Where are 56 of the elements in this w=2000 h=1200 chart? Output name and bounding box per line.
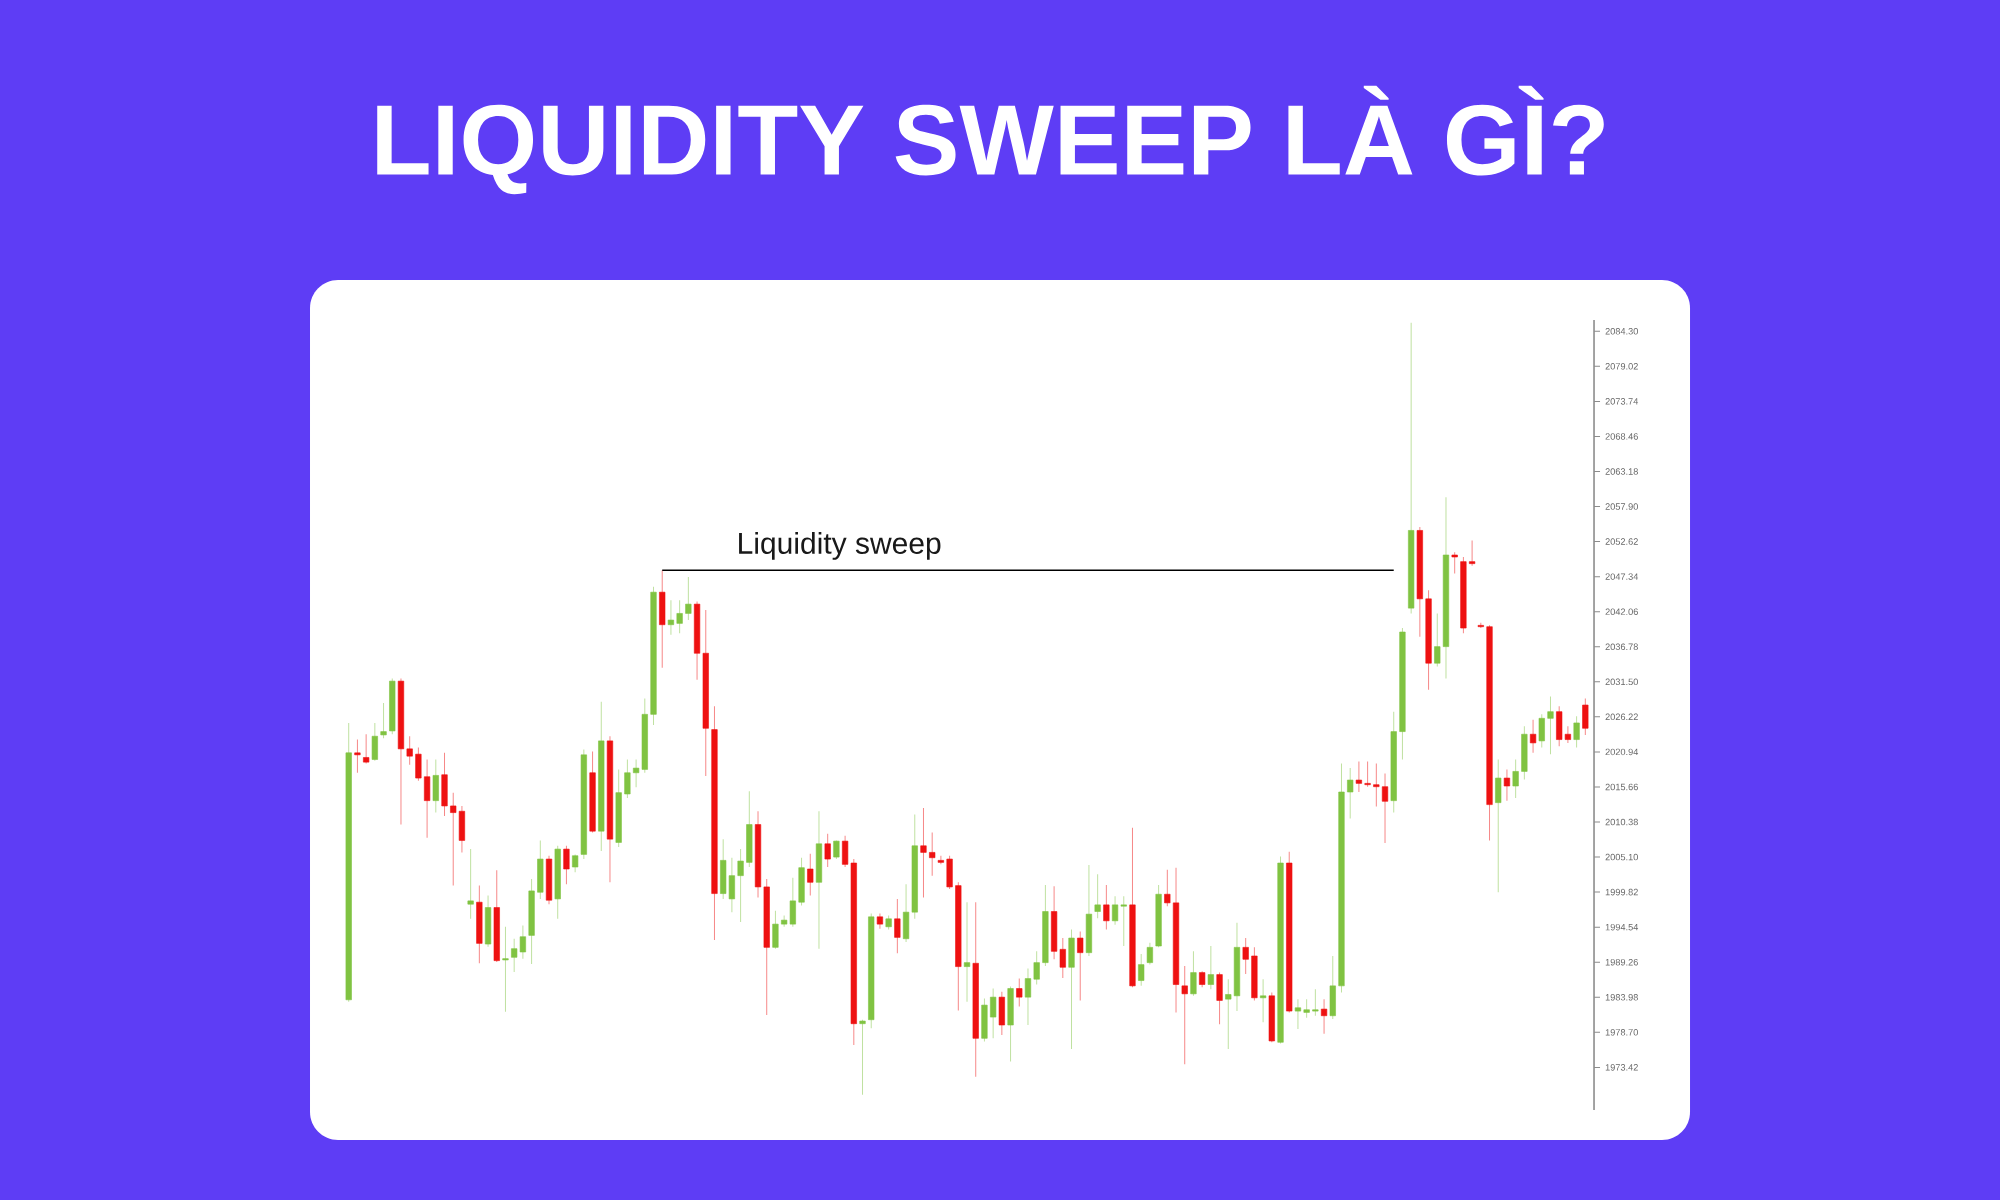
candlestick — [1207, 945, 1214, 990]
candlestick — [1268, 991, 1275, 1043]
candlestick — [807, 853, 814, 897]
candlestick — [1451, 551, 1458, 575]
candlestick — [963, 901, 971, 1003]
candlestick — [1077, 930, 1084, 1001]
candlestick — [859, 1019, 866, 1096]
candlestick — [876, 913, 884, 930]
candlestick — [720, 838, 727, 900]
candlestick — [563, 845, 570, 885]
candlestick — [1146, 942, 1153, 966]
candlestick — [1094, 873, 1101, 919]
candlestick — [1103, 884, 1110, 930]
candlestick — [1582, 697, 1589, 736]
candlestick — [371, 722, 378, 762]
candlestick — [1294, 998, 1302, 1030]
candlestick — [1024, 968, 1032, 1026]
candlestick — [519, 924, 526, 960]
candlestick — [1120, 895, 1127, 947]
candlestick — [502, 926, 509, 1013]
candlestick — [659, 569, 666, 669]
candlestick — [998, 991, 1005, 1036]
candlestick — [1007, 986, 1014, 1063]
candlestick — [458, 805, 466, 853]
candlestick — [1260, 978, 1267, 1023]
candlestick — [1190, 950, 1197, 997]
candlestick — [667, 599, 675, 636]
candlestick — [1051, 885, 1058, 960]
candlestick — [1068, 928, 1075, 1050]
candlestick — [1111, 895, 1119, 926]
candlestick — [1181, 965, 1188, 1065]
candlestick — [1556, 705, 1563, 747]
candlestick — [1085, 864, 1093, 957]
candlestick — [1495, 758, 1502, 893]
candlestick — [1381, 772, 1389, 844]
candlestick — [1503, 768, 1511, 802]
candlestick — [476, 885, 483, 964]
candlestick — [545, 855, 553, 905]
candlestick — [824, 833, 831, 868]
candlestick — [833, 839, 840, 860]
candlestick — [1573, 715, 1580, 749]
candlestick — [894, 898, 901, 954]
candlestick — [363, 733, 370, 764]
candlestick — [467, 848, 474, 920]
chart-title: LIQUIDITY SWEEP LÀ GÌ? — [377, 85, 1604, 195]
candlestick — [1320, 998, 1328, 1035]
candlestick — [432, 758, 439, 814]
candlestick — [1016, 978, 1023, 1007]
candlestick — [511, 938, 518, 973]
candlestick — [484, 895, 492, 948]
candlestick — [1529, 719, 1537, 754]
candlestick — [815, 810, 823, 950]
annotation: Liquidity sweep — [739, 531, 941, 560]
candlestick — [354, 739, 361, 774]
candlestick — [1216, 972, 1223, 1025]
candlestick — [1138, 953, 1145, 987]
